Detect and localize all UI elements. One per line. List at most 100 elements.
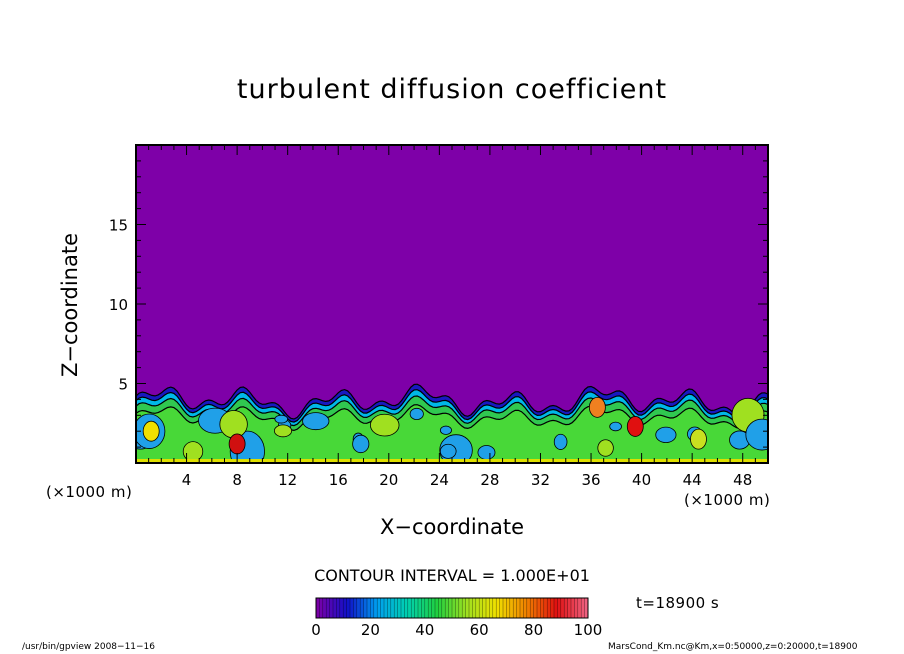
- colorbar-swatch: [533, 598, 538, 618]
- colorbar-swatch: [397, 598, 402, 618]
- y-axis-ticks: 5 10 15: [109, 160, 768, 448]
- y-tick-label: 10: [109, 296, 128, 314]
- colorbar-swatch: [384, 598, 388, 618]
- colorbar: 0 20 40 60 80 100: [311, 597, 602, 639]
- colorbar-swatch: [557, 598, 562, 618]
- colorbar-swatch: [526, 598, 531, 618]
- contour-interval: CONTOUR INTERVAL = 1.000E+01: [314, 566, 590, 585]
- footer-left: /usr/bin/gpview 2008−11−16: [22, 642, 156, 652]
- x-tick-label: 36: [581, 471, 600, 489]
- eddy-patch: [219, 410, 248, 439]
- colorbar-swatch: [479, 598, 484, 618]
- x-tick-label: 48: [733, 471, 752, 489]
- colorbar-swatch: [407, 598, 412, 618]
- colorbar-swatch: [373, 598, 378, 618]
- colorbar-swatch: [516, 598, 521, 618]
- colorbar-swatch: [469, 598, 473, 618]
- colorbar-swatch: [530, 598, 535, 618]
- colorbar-swatch: [333, 598, 337, 618]
- colorbar-swatch: [414, 598, 419, 618]
- warm-patch: [626, 416, 644, 437]
- colorbar-swatch: [475, 598, 480, 618]
- y-axis-label: Z−coordinate: [58, 233, 82, 377]
- eddy-patch: [439, 425, 452, 435]
- colorbar-swatch: [336, 598, 341, 618]
- x-unit-label-left: (×1000 m): [46, 483, 133, 501]
- colorbar-swatch: [401, 598, 405, 618]
- colorbar-swatch: [472, 598, 477, 618]
- colorbar-swatch: [560, 598, 565, 618]
- colorbar-swatch: [492, 598, 497, 618]
- colorbar-swatch: [513, 598, 518, 618]
- colorbar-swatch: [356, 598, 361, 618]
- colorbar-swatch: [394, 598, 399, 618]
- colorbar-swatch: [458, 598, 463, 618]
- colorbar-swatch: [421, 598, 426, 618]
- eddy-patch: [274, 414, 289, 424]
- colorbar-swatch: [571, 598, 575, 618]
- colorbar-swatch: [343, 598, 348, 618]
- warm-patch: [228, 433, 246, 455]
- colorbar-swatch: [431, 598, 436, 618]
- chart-title: turbulent diffusion coefficient: [236, 74, 668, 105]
- eddy-patch: [439, 443, 457, 459]
- eddy-patch: [409, 407, 424, 421]
- colorbar-swatch: [448, 598, 453, 618]
- colorbar-swatch: [424, 598, 429, 618]
- colorbar-swatch: [462, 598, 467, 618]
- colorbar-swatch: [523, 598, 528, 618]
- eddy-patch: [655, 426, 677, 443]
- colorbar-swatch: [380, 598, 385, 618]
- colorbar-swatch: [435, 598, 439, 618]
- colorbar-swatch: [547, 598, 552, 618]
- colorbar-swatch: [455, 598, 460, 618]
- colorbar-swatch: [567, 598, 572, 618]
- colorbar-swatch: [418, 598, 422, 618]
- y-tick-label: 5: [118, 376, 128, 394]
- colorbar-swatch: [486, 598, 490, 618]
- colorbar-swatch: [537, 598, 541, 618]
- colorbar-tick-label: 0: [311, 621, 321, 639]
- x-tick-label: 4: [182, 471, 192, 489]
- colorbar-swatch: [363, 598, 368, 618]
- colorbar-swatch: [367, 598, 371, 618]
- colorbar-frame: [315, 597, 589, 619]
- warm-patch: [588, 396, 606, 418]
- colorbar-swatch: [574, 598, 579, 618]
- colorbar-swatch: [350, 598, 354, 618]
- x-tick-label: 44: [683, 471, 702, 489]
- colorbar-swatch: [411, 598, 416, 618]
- colorbar-swatch: [353, 598, 358, 618]
- colorbar-swatch: [319, 598, 324, 618]
- eddy-patch: [477, 445, 496, 460]
- colorbar-swatch: [564, 598, 569, 618]
- colorbar-swatch: [581, 598, 586, 618]
- colorbar-swatch: [445, 598, 450, 618]
- colorbar-swatch: [316, 598, 320, 618]
- colorbar-swatch: [339, 598, 344, 618]
- colorbar-swatch: [370, 598, 375, 618]
- colorbar-swatch: [499, 598, 504, 618]
- x-tick-label: 40: [632, 471, 651, 489]
- y-tick-label: 15: [109, 217, 128, 235]
- colorbar-swatch: [543, 598, 548, 618]
- colorbar-swatch: [506, 598, 511, 618]
- colorbar-swatch: [482, 598, 487, 618]
- footer-right: MarsCond_Km.nc@Km,x=0:50000,z=0:20000,t=…: [608, 642, 858, 652]
- colorbar-swatch: [404, 598, 409, 618]
- colorbar-swatch: [452, 598, 456, 618]
- x-axis-ticks: 4 8 12 16 20 24 28 32 36 40 44 48: [148, 145, 756, 489]
- colorbar-swatch: [329, 598, 334, 618]
- eddy-patch: [745, 418, 768, 451]
- eddy-patch: [553, 433, 568, 450]
- colorbar-swatch: [387, 598, 392, 618]
- eddy-patch: [352, 434, 370, 454]
- x-tick-label: 12: [278, 471, 297, 489]
- colorbar-swatch: [428, 598, 433, 618]
- colorbar-swatch: [441, 598, 446, 618]
- colorbar-tick-label: 20: [361, 621, 380, 639]
- x-tick-label: 24: [430, 471, 449, 489]
- colorbar-tick-label: 40: [415, 621, 434, 639]
- colorbar-swatch: [496, 598, 501, 618]
- colorbar-swatch: [550, 598, 555, 618]
